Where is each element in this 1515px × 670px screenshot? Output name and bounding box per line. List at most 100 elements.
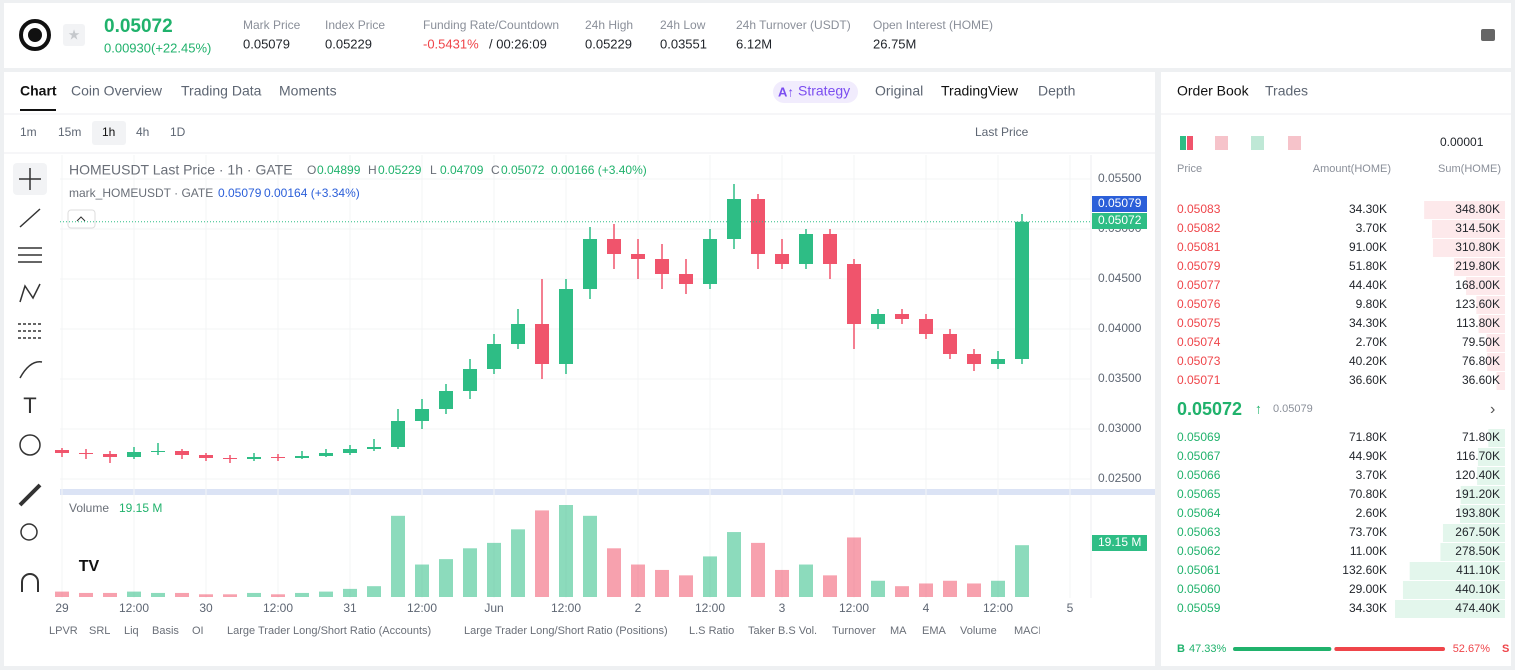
order-book-tab[interactable]: Order Book: [1177, 83, 1250, 99]
volume-bar: [967, 583, 981, 597]
y-tick-label: 0.02500: [1098, 471, 1142, 485]
chevron-right[interactable]: ›: [1490, 401, 1495, 418]
interval[interactable]: 1D: [170, 125, 186, 139]
book-mode-both[interactable]: [1180, 136, 1186, 150]
order-sum: 348.80K: [1455, 202, 1500, 216]
price-source[interactable]: Last Price: [975, 125, 1029, 139]
view-tab[interactable]: Strategy: [798, 83, 850, 99]
magnet-tool[interactable]: [21, 573, 39, 592]
view-tab[interactable]: Original: [875, 83, 923, 99]
volume-bar: [823, 575, 837, 597]
indicator[interactable]: Large Trader Long/Short Ratio (Accounts): [227, 625, 431, 637]
view-tab[interactable]: Depth: [1038, 83, 1075, 99]
y-tick-label: 0.05500: [1098, 171, 1142, 185]
order-sum: 120.40K: [1455, 468, 1500, 482]
order-amount: 91.00K: [1349, 240, 1387, 254]
book-icon[interactable]: [1481, 29, 1495, 41]
x-tick-label: 12:00: [551, 601, 581, 615]
indicator[interactable]: Large Trader Long/Short Ratio (Positions…: [464, 625, 668, 637]
text-tool[interactable]: T: [23, 393, 36, 418]
stat-label: Funding Rate/Countdown: [423, 18, 559, 32]
volume-bar: [679, 575, 693, 597]
volume-bar: [415, 564, 429, 597]
indicator[interactable]: EMA: [922, 625, 947, 637]
collapse-legend[interactable]: [67, 209, 96, 229]
chart-tab[interactable]: Moments: [279, 83, 337, 99]
depth-bar: [1477, 448, 1505, 466]
ai-icon: A↑: [778, 84, 794, 99]
book-last-price: 0.05072: [1177, 399, 1242, 419]
ruler-tool[interactable]: [18, 483, 42, 507]
fib-tool[interactable]: [18, 247, 42, 263]
volume-bar: [367, 586, 381, 597]
crosshair-icon: [19, 168, 41, 190]
indicator[interactable]: LPVR: [49, 625, 78, 637]
indicator[interactable]: Turnover: [832, 625, 876, 637]
volume-bar: [727, 532, 741, 597]
brush-tool[interactable]: [19, 361, 43, 379]
pane-separator: [60, 489, 1155, 495]
indicator[interactable]: MACD: [1014, 625, 1046, 637]
x-tick-label: 12:00: [695, 601, 725, 615]
view-tab[interactable]: TradingView: [941, 83, 1019, 99]
trades-tab[interactable]: Trades: [1265, 83, 1308, 99]
order-amount: 3.70K: [1356, 468, 1387, 482]
depth-bar: [1496, 372, 1505, 390]
candle-body: [391, 421, 405, 447]
book-mode-asks-2[interactable]: [1288, 136, 1301, 150]
order-sum: 113.80K: [1456, 316, 1500, 330]
indicator[interactable]: Taker B.S Vol.: [748, 625, 817, 637]
interval[interactable]: 1m: [20, 125, 37, 139]
chart-tab[interactable]: Trading Data: [181, 83, 262, 99]
indicator[interactable]: MA: [890, 625, 907, 637]
column-header: Price: [1177, 163, 1202, 175]
volume-bar: [175, 592, 189, 597]
indicator[interactable]: Liq: [124, 625, 139, 637]
depth-bar: [1454, 258, 1505, 276]
favorite-button[interactable]: [63, 24, 85, 46]
funding-countdown: / 00:26:09: [489, 36, 547, 51]
candle-body: [559, 289, 573, 364]
order-sum: 116.70K: [1456, 449, 1500, 463]
indicator[interactable]: Basis: [152, 625, 179, 637]
chart-tab[interactable]: Coin Overview: [71, 83, 163, 99]
pattern-tool[interactable]: [19, 283, 41, 303]
order-sum: 191.20K: [1455, 487, 1500, 501]
indicator[interactable]: L.S Ratio: [689, 625, 734, 637]
mark-price-tag: [1092, 196, 1147, 212]
interval[interactable]: 15m: [58, 125, 81, 139]
order-price: 0.05073: [1177, 354, 1221, 368]
indicator[interactable]: OI: [192, 625, 204, 637]
legend-symbol: HOMEUSDT Last Price · 1h · GATE: [69, 162, 293, 178]
mark-change: 0.00164 (+3.34%): [264, 186, 360, 200]
book-mode-bids[interactable]: [1251, 136, 1264, 150]
candle-body: [103, 454, 117, 457]
candle-body: [823, 234, 837, 264]
stat-label: 24h High: [585, 18, 633, 32]
precision[interactable]: 0.00001: [1440, 135, 1484, 149]
mark-price-label: 0.05079: [1098, 196, 1142, 210]
strategy-pill[interactable]: [773, 81, 858, 103]
chart-tab[interactable]: Chart: [20, 83, 57, 99]
candle-body: [799, 234, 813, 264]
line-tool[interactable]: [19, 208, 41, 228]
indicator[interactable]: Volume: [960, 625, 997, 637]
interval[interactable]: 1h: [102, 125, 115, 139]
depth-bar: [1424, 201, 1505, 219]
book-mode-asks[interactable]: [1215, 136, 1228, 150]
emoji-tool[interactable]: [19, 434, 41, 456]
candle-body: [871, 314, 885, 324]
stat-label: Mark Price: [243, 18, 301, 32]
volume-bar: [895, 586, 909, 597]
projection-tool[interactable]: [18, 323, 42, 339]
x-tick-label: 29: [55, 601, 69, 615]
last-price: 0.05072: [104, 16, 173, 37]
candle-body: [223, 458, 237, 459]
order-sum: 193.80K: [1455, 506, 1500, 520]
interval[interactable]: 4h: [136, 125, 149, 139]
volume-bar: [199, 594, 213, 597]
book-mode-both[interactable]: [1187, 136, 1193, 150]
zoom-tool[interactable]: [20, 523, 38, 541]
volume-bar: [871, 580, 885, 597]
indicator[interactable]: SRL: [89, 625, 110, 637]
